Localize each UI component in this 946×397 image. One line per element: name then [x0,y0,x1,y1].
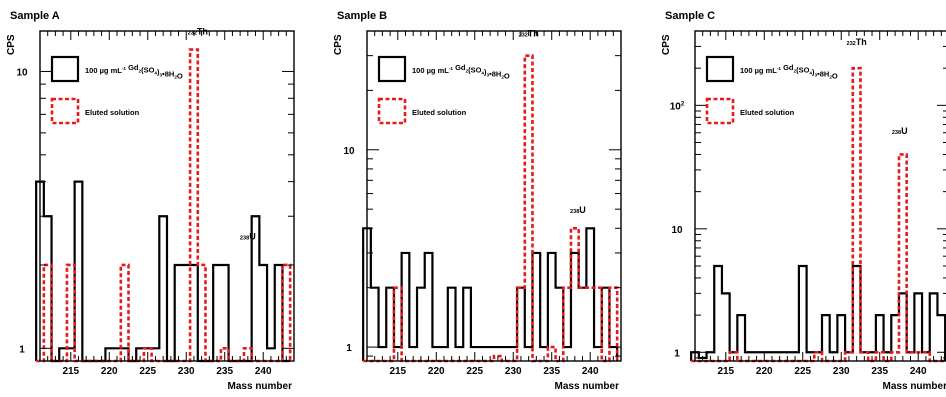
chart-title: Sample B [337,10,387,22]
legend-label: 100 µg mL-1 Gd2(SO4)3•8H2O [740,63,838,80]
x-tick-label: 230 [505,366,522,377]
peak-annotation: 232Th [188,27,208,37]
legend-swatch-gd-standard [377,55,407,83]
x-axis-label: Mass number [555,381,620,392]
legend-swatch-eluted [377,97,407,125]
x-tick-label: 240 [910,366,927,377]
y-tick-label: 102 [670,101,685,113]
legend-swatch-gd-standard [705,55,735,83]
y-tick-label: 1 [674,348,680,359]
x-tick-label: 215 [62,366,79,377]
x-axis-label: Mass number [228,381,293,392]
legend-label: Eluted solution [740,108,795,117]
x-tick-label: 220 [428,366,445,377]
legend-swatch-eluted [50,97,80,125]
x-tick-label: 235 [543,366,560,377]
x-tick-label: 230 [833,366,850,377]
plot-frame [694,30,946,362]
peak-annotation: 232Th [518,29,538,39]
y-axis-label: CPS [661,34,672,55]
x-tick-label: 235 [871,366,888,377]
legend-label: 100 µg mL-1 Gd2(SO4)3•8H2O [85,63,183,80]
x-tick-label: 225 [466,366,483,377]
chart-panel-3: Sample C CPS Mass number 215 220 225 230 235 240… [661,10,946,392]
x-tick-label: 220 [101,366,118,377]
y-tick-label: 10 [343,146,355,157]
plot-frame [366,30,622,362]
y-tick-label: 1 [346,343,352,354]
y-tick-label: 10 [671,225,683,236]
plot-frame [39,30,295,362]
chart-title: Sample C [665,10,715,22]
y-axis-label: CPS [333,34,344,55]
x-tick-label: 220 [756,366,773,377]
legend-label: 100 µg mL-1 Gd2(SO4)3•8H2O [412,63,510,80]
peak-annotation: 238U [240,232,256,242]
legend-swatch-gd-standard [50,55,80,83]
x-tick-label: 230 [178,366,195,377]
y-tick-label: 1 [19,344,25,355]
peak-annotation: 232Th [846,37,866,47]
x-axis-label: Mass number [883,381,946,392]
x-tick-label: 240 [255,366,272,377]
legend-swatch-eluted [705,97,735,125]
x-tick-label: 215 [389,366,406,377]
y-tick-label: 10 [16,67,28,78]
x-tick-label: 240 [582,366,599,377]
x-tick-label: 225 [794,366,811,377]
chart-title: Sample A [10,10,60,22]
legend-label: Eluted solution [85,108,140,117]
x-tick-label: 235 [216,366,233,377]
peak-annotation: 238U [892,126,908,136]
peak-annotation: 238U [570,205,586,215]
series-line-eluted [36,48,292,363]
x-tick-label: 225 [139,366,156,377]
legend-label: Eluted solution [412,108,467,117]
y-axis-label: CPS [6,34,17,55]
series-line-eluted [363,54,619,363]
chart-panel-1: Sample A CPS Mass number 215 220 225 230 235 240… [6,10,295,392]
x-tick-label: 215 [717,366,734,377]
chart-panel-2: Sample B CPS Mass number 215 220 225 230 235 240… [333,10,622,392]
